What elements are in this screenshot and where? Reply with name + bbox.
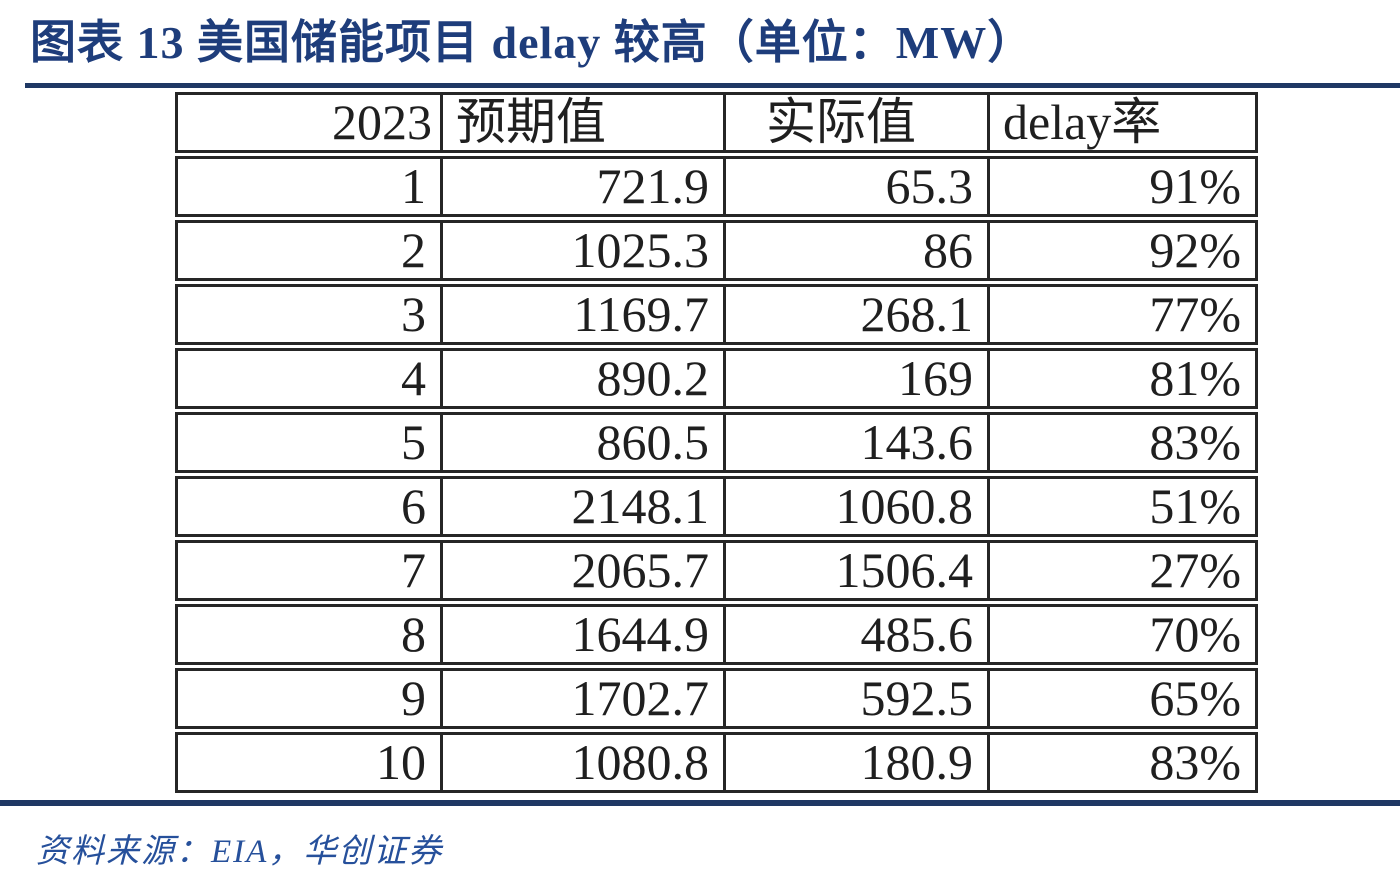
title-divider-rule — [25, 83, 1400, 88]
data-table: 2023 预期值 实际值 delay率 1 721.9 65.3 91% 2 1025.3 86 9… — [175, 89, 1258, 796]
table-cell: 2065.7 — [440, 540, 723, 601]
table-cell: 1644.9 — [440, 604, 723, 665]
table-row: 2 1025.3 86 92% — [175, 220, 1258, 281]
table-row: 1 721.9 65.3 91% — [175, 156, 1258, 217]
table-header-row: 2023 预期值 实际值 delay率 — [175, 92, 1258, 153]
table-cell: 592.5 — [723, 668, 987, 729]
table-cell: 65.3 — [723, 156, 987, 217]
table-row: 10 1080.8 180.9 83% — [175, 732, 1258, 793]
table-cell: 169 — [723, 348, 987, 409]
column-header-3: delay率 — [987, 92, 1258, 153]
table-cell: 27% — [987, 540, 1258, 601]
table-cell: 92% — [987, 220, 1258, 281]
table-cell: 86 — [723, 220, 987, 281]
table-row: 5 860.5 143.6 83% — [175, 412, 1258, 473]
table-cell: 2 — [175, 220, 440, 281]
table-cell: 65% — [987, 668, 1258, 729]
table-cell: 10 — [175, 732, 440, 793]
table-cell: 1169.7 — [440, 284, 723, 345]
table-cell: 83% — [987, 732, 1258, 793]
table-cell: 81% — [987, 348, 1258, 409]
table-bottom-rule — [0, 800, 1400, 806]
column-header-0: 2023 — [175, 92, 440, 153]
table-cell: 890.2 — [440, 348, 723, 409]
table-cell: 83% — [987, 412, 1258, 473]
table-cell: 860.5 — [440, 412, 723, 473]
table-row: 6 2148.1 1060.8 51% — [175, 476, 1258, 537]
table-row: 4 890.2 169 81% — [175, 348, 1258, 409]
table-cell: 4 — [175, 348, 440, 409]
source-note: 资料来源：EIA，华创证券 — [36, 834, 444, 870]
table-cell: 143.6 — [723, 412, 987, 473]
table-cell: 1702.7 — [440, 668, 723, 729]
page-title: 图表 13 美国储能项目 delay 较高（单位：MW） — [30, 17, 1035, 68]
table-cell: 1506.4 — [723, 540, 987, 601]
table-cell: 180.9 — [723, 732, 987, 793]
table-row: 3 1169.7 268.1 77% — [175, 284, 1258, 345]
table-cell: 7 — [175, 540, 440, 601]
table-row: 7 2065.7 1506.4 27% — [175, 540, 1258, 601]
table-cell: 721.9 — [440, 156, 723, 217]
table-cell: 2148.1 — [440, 476, 723, 537]
column-header-2: 实际值 — [723, 92, 987, 153]
table-row: 8 1644.9 485.6 70% — [175, 604, 1258, 665]
table-cell: 91% — [987, 156, 1258, 217]
table-row: 9 1702.7 592.5 65% — [175, 668, 1258, 729]
column-header-1: 预期值 — [440, 92, 723, 153]
table-cell: 485.6 — [723, 604, 987, 665]
table-cell: 268.1 — [723, 284, 987, 345]
table-cell: 9 — [175, 668, 440, 729]
table-cell: 1060.8 — [723, 476, 987, 537]
table-cell: 5 — [175, 412, 440, 473]
table-cell: 3 — [175, 284, 440, 345]
table-body: 1 721.9 65.3 91% 2 1025.3 86 92% 3 1169.7 268.1 77%… — [175, 156, 1258, 793]
table-cell: 1 — [175, 156, 440, 217]
table-cell: 1080.8 — [440, 732, 723, 793]
table-cell: 77% — [987, 284, 1258, 345]
table-cell: 1025.3 — [440, 220, 723, 281]
table-cell: 6 — [175, 476, 440, 537]
table-cell: 51% — [987, 476, 1258, 537]
table-cell: 8 — [175, 604, 440, 665]
table-cell: 70% — [987, 604, 1258, 665]
